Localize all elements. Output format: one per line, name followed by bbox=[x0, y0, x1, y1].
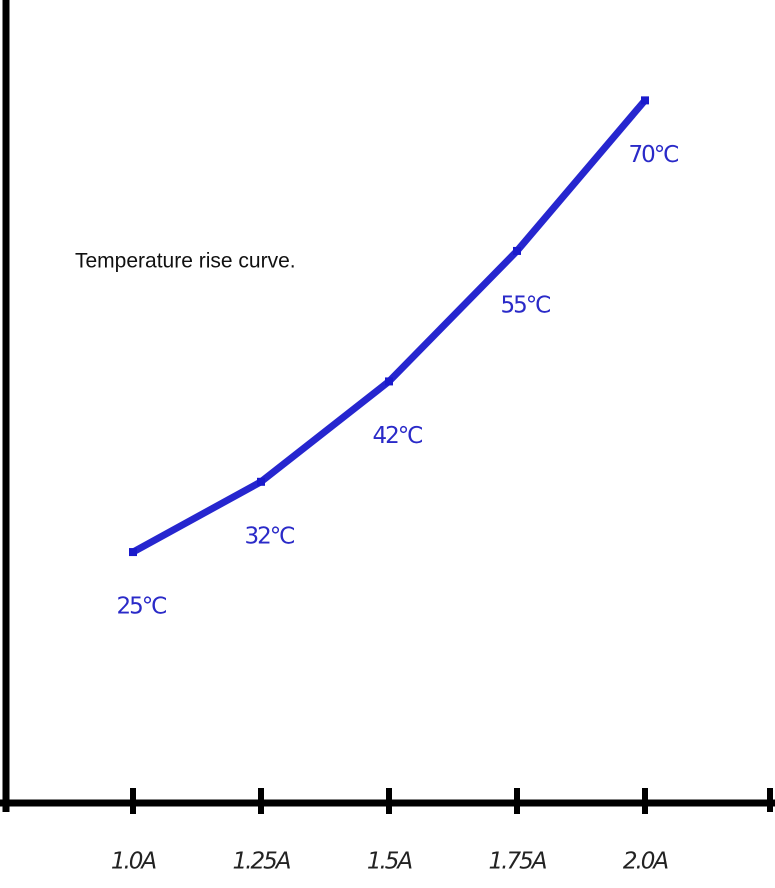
x-tick-label: 1.25A bbox=[233, 849, 291, 875]
value-label: 70℃ bbox=[628, 142, 678, 168]
x-tick-label: 1.5A bbox=[367, 849, 413, 875]
x-tick-label: 2.0A bbox=[623, 849, 669, 875]
point bbox=[129, 548, 137, 557]
x-tick-label: 1.75A bbox=[489, 849, 547, 875]
chart-title: Temperature rise curve. bbox=[75, 250, 296, 273]
value-label: 55℃ bbox=[500, 292, 550, 318]
point bbox=[641, 96, 649, 105]
value-label: 42℃ bbox=[372, 423, 422, 449]
value-label: 32℃ bbox=[244, 523, 294, 549]
point bbox=[513, 246, 521, 255]
point bbox=[257, 477, 265, 486]
x-tick-label: 1.0A bbox=[111, 849, 157, 875]
temperature-line bbox=[131, 98, 648, 556]
value-label: 25℃ bbox=[116, 594, 166, 620]
point bbox=[385, 377, 393, 386]
